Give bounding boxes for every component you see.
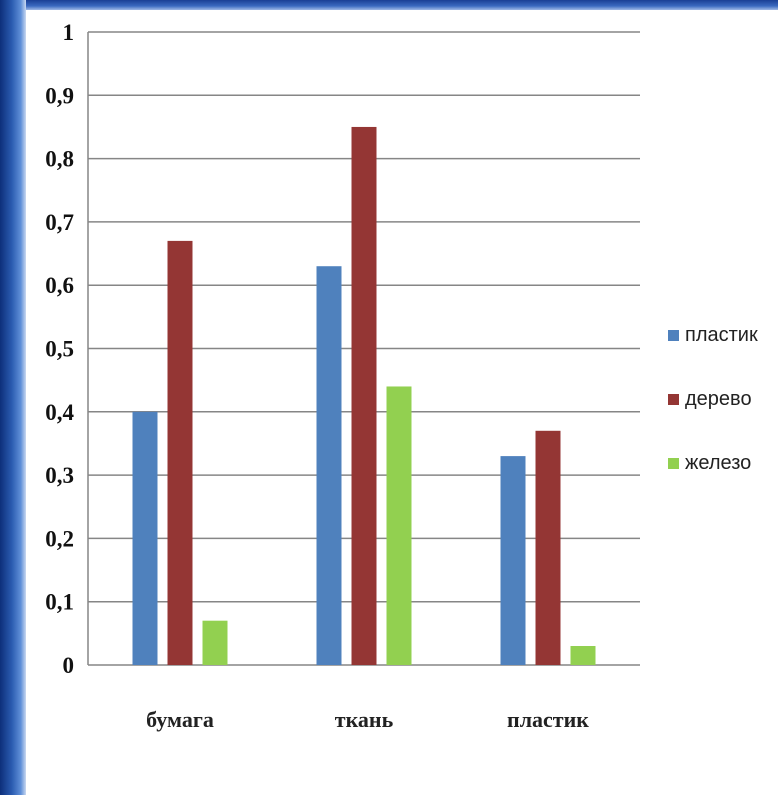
x-category-label: бумага: [146, 707, 214, 732]
y-tick-label: 0,1: [45, 590, 74, 615]
legend-label: дерево: [685, 388, 752, 410]
bar-пластик-ткань: [316, 266, 342, 665]
slide-top-band: [0, 0, 778, 10]
y-tick-label: 0: [63, 653, 75, 678]
bar-дерево-бумага: [167, 240, 193, 665]
y-tick-label: 0,3: [45, 463, 74, 488]
y-tick-label: 1: [63, 20, 75, 45]
slide-left-band: [0, 0, 26, 795]
bar-пластик-пластик: [500, 456, 526, 665]
legend-label: пластик: [685, 324, 758, 346]
legend-swatch-пластик: [668, 330, 679, 341]
y-tick-label: 0,7: [45, 210, 74, 235]
x-category-label: ткань: [335, 707, 394, 732]
y-tick-label: 0,5: [45, 337, 74, 362]
y-tick-label: 0,2: [45, 526, 74, 551]
y-tick-label: 0,9: [45, 83, 74, 108]
legend-swatch-дерево: [668, 394, 679, 405]
bar-железо-бумага: [202, 620, 228, 665]
bar-дерево-ткань: [351, 126, 377, 665]
legend-swatch-железо: [668, 458, 679, 469]
y-tick-label: 0,8: [45, 147, 74, 172]
x-category-label: пластик: [507, 707, 589, 732]
bar-железо-ткань: [386, 386, 412, 665]
bar-дерево-пластик: [535, 430, 561, 665]
y-tick-label: 0,4: [45, 400, 74, 425]
bar-железо-пластик: [570, 646, 596, 665]
bar-пластик-бумага: [132, 411, 158, 665]
y-tick-label: 0,6: [45, 273, 74, 298]
legend-label: железо: [685, 452, 751, 474]
